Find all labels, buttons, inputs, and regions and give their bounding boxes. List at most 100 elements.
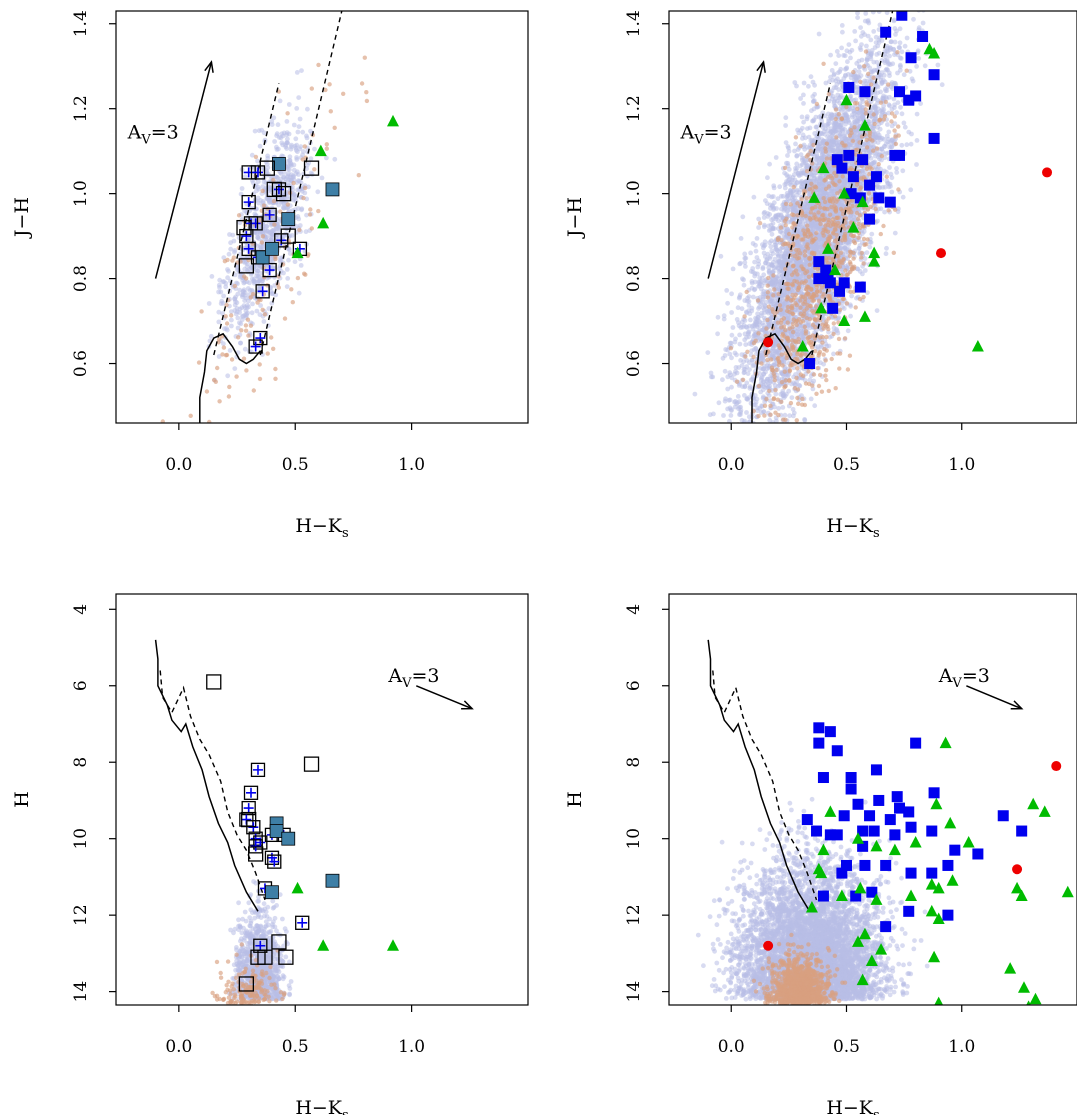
background-star <box>848 75 854 81</box>
secondary-star <box>312 167 317 172</box>
background-star <box>309 172 315 177</box>
background-star <box>836 53 842 58</box>
background-star <box>891 18 897 24</box>
background-star <box>249 152 255 158</box>
background-star <box>786 196 791 202</box>
plot-area <box>692 11 1053 498</box>
background-star <box>771 425 776 430</box>
open-square-marker <box>262 262 277 278</box>
background-star <box>822 131 828 137</box>
background-star <box>772 242 778 248</box>
background-star <box>764 428 769 433</box>
secondary-star <box>302 271 307 276</box>
background-star <box>242 312 248 318</box>
background-star <box>264 228 270 234</box>
background-star <box>800 125 805 131</box>
background-star <box>242 305 248 310</box>
data-point <box>303 160 320 176</box>
secondary-star <box>258 297 263 303</box>
background-star <box>786 167 792 172</box>
background-star <box>794 161 800 167</box>
background-star <box>897 40 903 46</box>
reddening-band-line <box>259 11 343 356</box>
background-star <box>742 448 747 453</box>
background-star <box>814 360 820 365</box>
background-star <box>748 250 753 256</box>
panel-top-right: AV=30.0 0.5 1.00.60.81.01.21.4H−KsJ−H <box>564 10 1077 541</box>
reddening-band-line <box>213 83 280 356</box>
cross-marker <box>255 333 266 344</box>
open-square-marker <box>248 339 263 354</box>
background-star <box>904 142 910 148</box>
background-star <box>742 318 748 323</box>
background-star <box>767 212 772 217</box>
background-star <box>754 236 760 241</box>
background-star <box>725 449 730 454</box>
secondary-star <box>243 323 249 328</box>
background-star <box>266 306 272 311</box>
background-star <box>276 135 282 140</box>
background-star <box>749 449 754 454</box>
background-star <box>724 288 730 293</box>
secondary-star <box>248 323 254 328</box>
secondary-star <box>285 202 291 207</box>
background-star <box>732 431 737 436</box>
background-star <box>774 418 779 423</box>
secondary-star <box>341 91 346 97</box>
background-star <box>772 361 778 367</box>
background-star <box>260 184 266 190</box>
secondary-star <box>307 212 313 217</box>
background-star <box>808 74 814 80</box>
background-star <box>725 386 731 392</box>
secondary-star <box>236 213 242 218</box>
background-star <box>742 260 748 265</box>
background-star <box>897 62 903 68</box>
background-star <box>746 481 751 486</box>
background-star <box>752 259 757 265</box>
secondary-star <box>251 388 256 393</box>
background-star <box>270 291 276 297</box>
cross-marker <box>257 286 268 297</box>
background-star <box>902 124 908 130</box>
background-star <box>744 410 749 415</box>
background-star <box>275 175 280 181</box>
secondary-star <box>328 109 333 114</box>
background-star <box>744 396 750 401</box>
background-star <box>286 102 292 107</box>
secondary-star <box>324 146 329 151</box>
background-star <box>810 79 816 85</box>
background-star <box>750 294 756 300</box>
background-star <box>735 447 740 452</box>
background-star <box>698 476 703 481</box>
data-point <box>250 165 266 180</box>
background-star <box>258 303 263 308</box>
background-star <box>734 352 739 358</box>
background-star <box>252 128 258 134</box>
secondary-star <box>226 394 232 399</box>
background-star <box>914 64 919 69</box>
y-axis-label: J−H <box>11 197 33 239</box>
background-star-cloud <box>160 55 370 445</box>
open-square-marker <box>241 241 256 257</box>
secondary-star <box>195 441 199 445</box>
background-star <box>731 436 736 441</box>
background-star <box>216 282 222 288</box>
background-star <box>305 173 310 179</box>
background-star <box>237 287 243 293</box>
secondary-star <box>253 154 259 160</box>
background-star <box>760 493 765 498</box>
background-star <box>908 187 914 193</box>
series-green-triangle <box>291 114 399 259</box>
background-star <box>785 160 791 166</box>
background-star <box>884 11 890 16</box>
background-star <box>794 431 799 436</box>
data-point <box>238 258 255 274</box>
open-square-marker <box>241 194 256 210</box>
background-star <box>798 96 803 101</box>
open-square-marker <box>255 284 270 299</box>
cross-marker <box>264 209 275 220</box>
background-star <box>238 321 244 327</box>
x-tick-label: 0.0 <box>165 455 192 475</box>
background-star <box>855 15 860 20</box>
